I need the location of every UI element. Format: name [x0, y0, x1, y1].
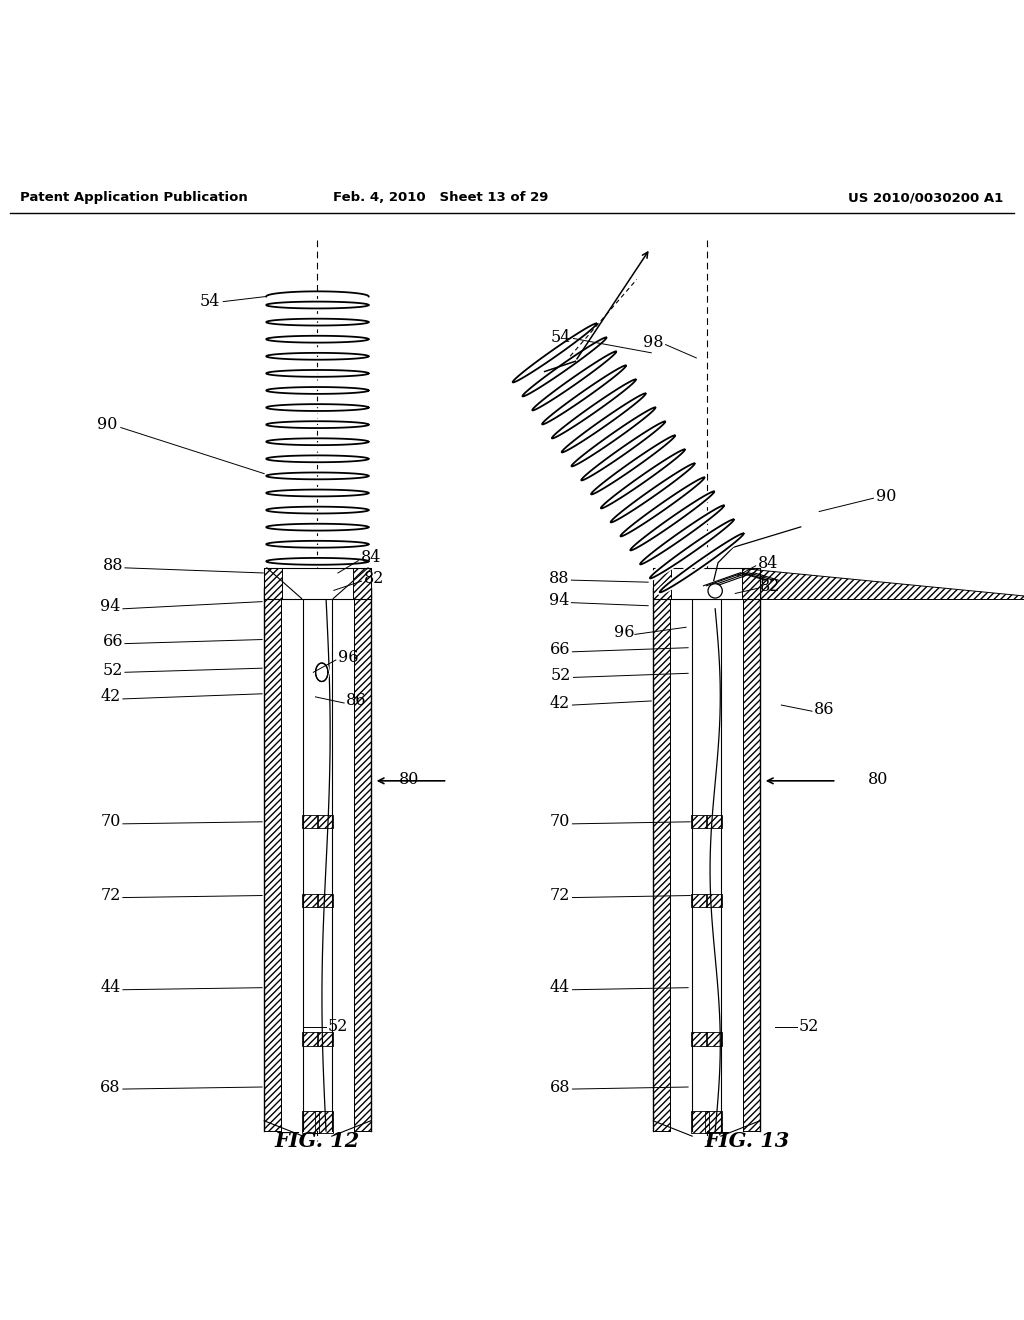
Text: 72: 72	[100, 887, 121, 904]
Text: 70: 70	[100, 813, 121, 830]
Text: FIG. 12: FIG. 12	[274, 1131, 360, 1151]
Polygon shape	[281, 589, 354, 1131]
Text: Patent Application Publication: Patent Application Publication	[20, 191, 248, 205]
Text: 88: 88	[549, 570, 569, 586]
Text: 70: 70	[550, 813, 570, 830]
Text: 94: 94	[549, 593, 569, 609]
Text: 96: 96	[614, 624, 635, 640]
Text: FIG. 13: FIG. 13	[705, 1131, 791, 1151]
Text: 82: 82	[364, 570, 384, 586]
Text: Feb. 4, 2010   Sheet 13 of 29: Feb. 4, 2010 Sheet 13 of 29	[333, 191, 548, 205]
Polygon shape	[264, 568, 371, 598]
Text: 90: 90	[876, 487, 896, 504]
Circle shape	[708, 583, 722, 598]
Text: 42: 42	[100, 688, 121, 705]
Text: 52: 52	[551, 667, 571, 684]
Text: 66: 66	[102, 634, 123, 649]
Text: 68: 68	[550, 1078, 570, 1096]
Text: 68: 68	[100, 1078, 121, 1096]
Text: 86: 86	[346, 693, 367, 709]
Text: 96: 96	[338, 649, 358, 667]
Text: 90: 90	[97, 416, 118, 433]
Text: 86: 86	[814, 701, 835, 718]
Text: 44: 44	[100, 979, 121, 997]
Text: 82: 82	[760, 578, 780, 595]
Text: 80: 80	[868, 771, 889, 788]
Text: US 2010/0030200 A1: US 2010/0030200 A1	[848, 191, 1004, 205]
Text: 80: 80	[399, 771, 420, 788]
Text: 94: 94	[100, 598, 121, 615]
Text: 84: 84	[360, 549, 381, 566]
Text: 66: 66	[550, 642, 570, 659]
Text: 52: 52	[328, 1018, 348, 1035]
Text: 88: 88	[102, 557, 123, 574]
Text: 54: 54	[200, 293, 220, 310]
Polygon shape	[670, 589, 743, 1131]
Text: 52: 52	[102, 661, 123, 678]
Text: 52: 52	[799, 1018, 819, 1035]
Text: 84: 84	[758, 556, 778, 573]
Polygon shape	[653, 568, 760, 598]
Text: 72: 72	[550, 887, 570, 904]
Text: 54: 54	[551, 329, 571, 346]
Text: 98: 98	[643, 334, 664, 351]
Text: 44: 44	[550, 979, 570, 997]
Text: 42: 42	[550, 694, 570, 711]
